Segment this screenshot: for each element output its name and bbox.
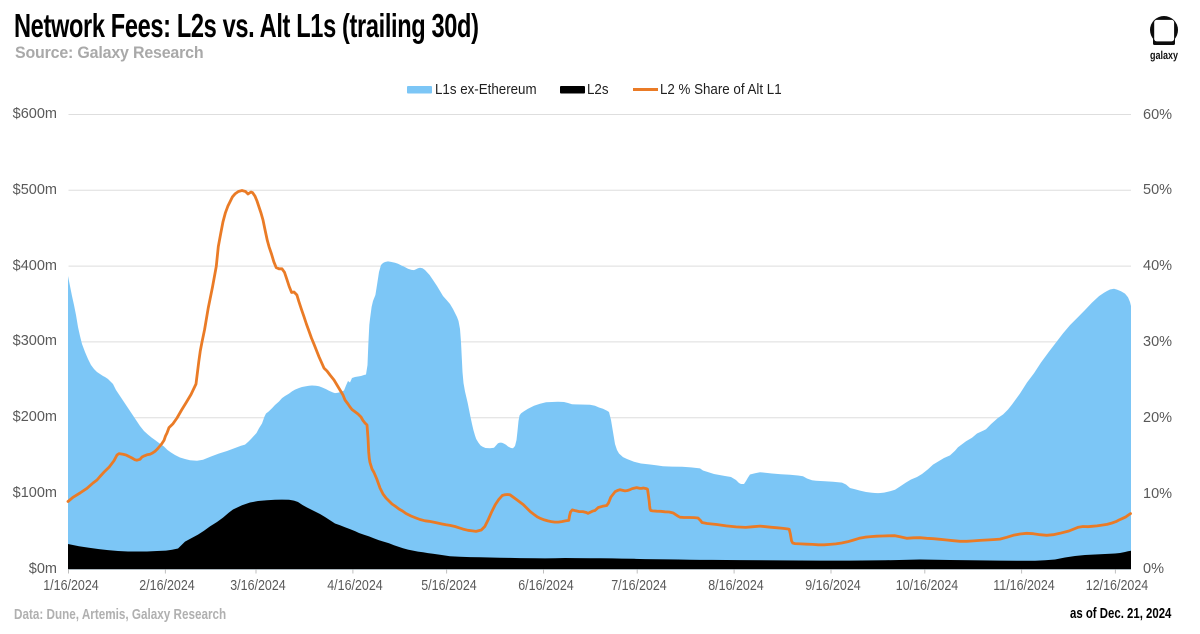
svg-text:galaxy: galaxy: [1150, 50, 1178, 62]
